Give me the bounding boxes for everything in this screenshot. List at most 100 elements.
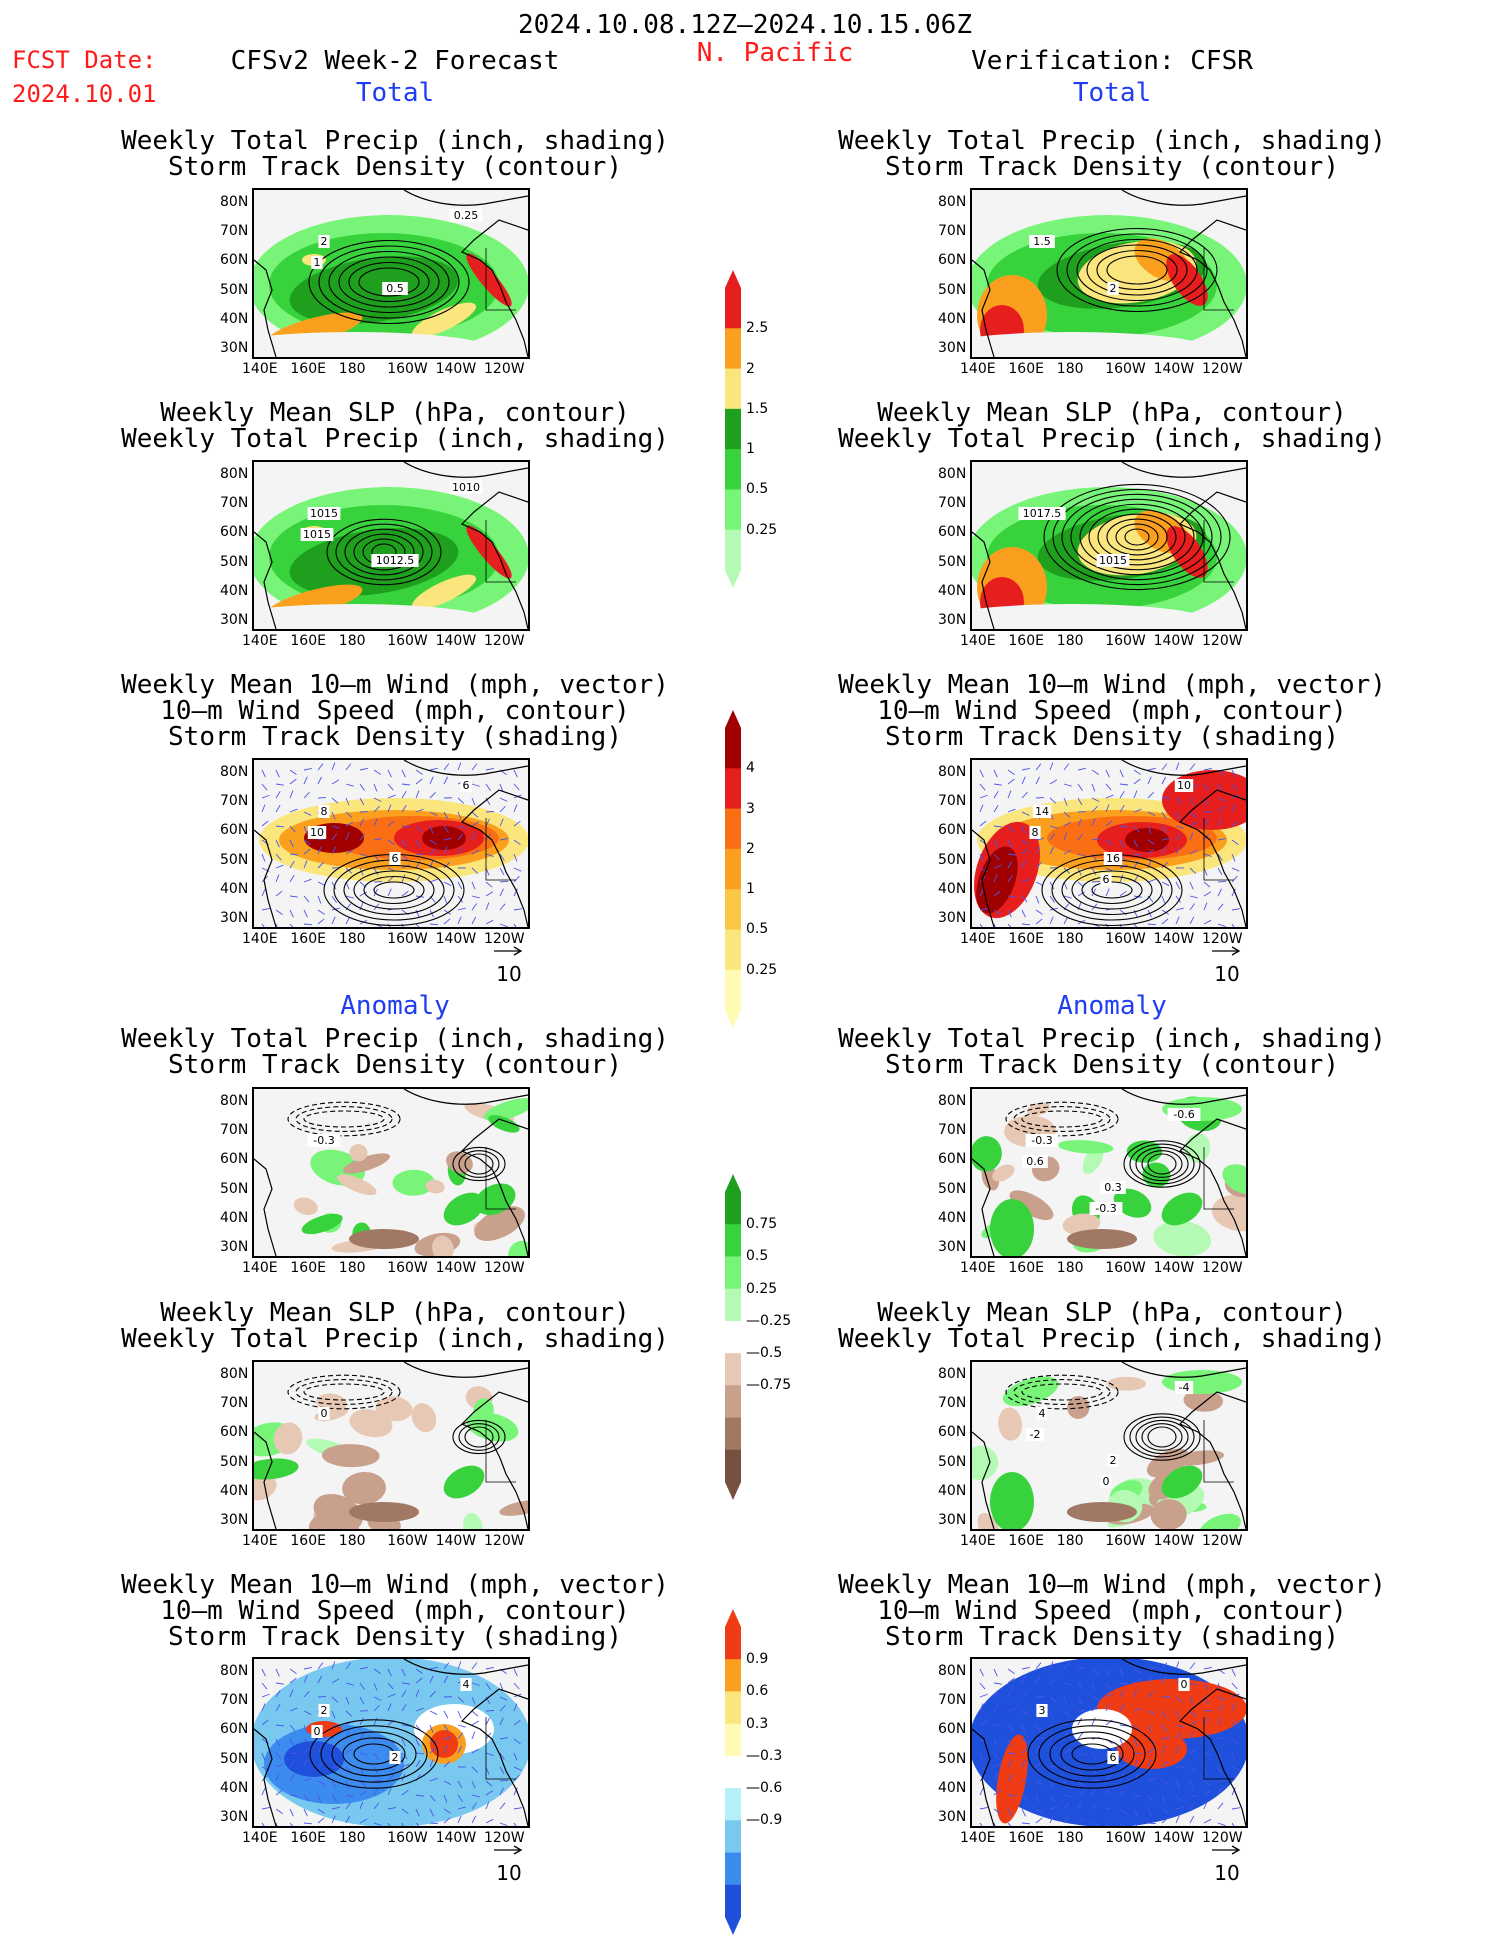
colorbar-tick-label: 0.25 — [746, 1281, 777, 1297]
colorbar-tick-label: 0.5 — [746, 1248, 768, 1264]
lon-tick-label: 180 — [339, 633, 366, 649]
vector-reference: 10 — [1210, 943, 1244, 979]
lat-tick-label: 80N — [938, 1663, 966, 1679]
lat-tick-label: 80N — [220, 1093, 248, 1109]
lat-tick-label: 80N — [220, 194, 248, 210]
lon-tick-label: 160W — [1105, 1260, 1146, 1276]
lon-tick-label: 160W — [387, 1533, 428, 1549]
map-panel: 0 — [252, 1360, 530, 1531]
lat-tick-label: 40N — [220, 881, 248, 897]
lon-tick-label: 140E — [242, 361, 278, 377]
svg-text:14: 14 — [1035, 805, 1049, 818]
map-panel: -0.3 — [252, 1087, 530, 1258]
svg-text:-4: -4 — [1179, 1381, 1190, 1394]
lon-tick-label: 160E — [1008, 931, 1044, 947]
lon-tick-label: 160W — [1105, 1533, 1146, 1549]
lon-tick-label: 160E — [290, 361, 326, 377]
svg-text:4: 4 — [463, 1678, 470, 1691]
lat-tick-label: 70N — [938, 1122, 966, 1138]
fcst-anomaly-label: Anomaly — [340, 993, 450, 1019]
svg-text:1015: 1015 — [1099, 554, 1127, 567]
lon-tick-label: 180 — [1057, 1260, 1084, 1276]
lat-tick-label: 30N — [938, 340, 966, 356]
svg-text:0: 0 — [321, 1407, 328, 1420]
vector-reference-label: 10 — [492, 1861, 526, 1885]
lon-tick-label: 140W — [1154, 1533, 1195, 1549]
lon-tick-label: 160E — [1008, 1260, 1044, 1276]
colorbar-tick-label: 3 — [746, 801, 755, 817]
lat-tick-label: 70N — [220, 1122, 248, 1138]
panel-title-line: Storm Track Density (shading) — [168, 724, 622, 750]
colorbar-tick-label: —0.6 — [746, 1780, 782, 1796]
svg-text:0.5: 0.5 — [386, 282, 404, 295]
panel-title-line: Weekly Mean 10—m Wind (mph, vector) — [838, 672, 1386, 698]
map-plot: -0.30.3-0.60.6-0.3 — [972, 1089, 1246, 1256]
lat-tick-label: 30N — [220, 1809, 248, 1825]
lon-tick-label: 180 — [1057, 1830, 1084, 1846]
lat-tick-label: 60N — [220, 1151, 248, 1167]
model-title: CFSv2 Week-2 Forecast — [231, 48, 560, 74]
colorbar-tick-label: 4 — [746, 760, 755, 776]
lat-tick-label: 30N — [220, 1239, 248, 1255]
lon-tick-label: 160E — [290, 931, 326, 947]
lat-tick-label: 60N — [938, 524, 966, 540]
lon-tick-label: 160E — [1008, 633, 1044, 649]
colorbar-tick-label: 0.25 — [746, 962, 777, 978]
svg-text:8: 8 — [1032, 826, 1039, 839]
lat-tick-label: 30N — [938, 1512, 966, 1528]
svg-text:0: 0 — [314, 1725, 321, 1738]
lat-tick-label: 50N — [220, 1751, 248, 1767]
lat-tick-label: 50N — [220, 282, 248, 298]
lat-tick-label: 60N — [220, 1721, 248, 1737]
lon-tick-label: 140E — [960, 1830, 996, 1846]
lat-tick-label: 50N — [938, 1751, 966, 1767]
colorbar-tick-label: 0.5 — [746, 481, 768, 497]
lat-tick-label: 70N — [220, 223, 248, 239]
panel-title-line: Storm Track Density (contour) — [885, 1052, 1339, 1078]
lat-tick-label: 70N — [938, 495, 966, 511]
lon-tick-label: 160E — [1008, 1830, 1044, 1846]
lon-tick-label: 180 — [1057, 1533, 1084, 1549]
fcst-total-label: Total — [356, 80, 434, 106]
lon-tick-label: 120W — [1202, 1533, 1243, 1549]
panel-title-line: 10—m Wind Speed (mph, contour) — [160, 1598, 630, 1624]
svg-text:0.3: 0.3 — [1104, 1181, 1122, 1194]
svg-text:3: 3 — [1039, 1704, 1046, 1717]
lat-tick-label: 50N — [220, 1454, 248, 1470]
colorbar-tick-label: —0.3 — [746, 1748, 782, 1764]
colorbar-tick-label: 1 — [746, 881, 755, 897]
verification-title: Verification: CFSR — [971, 48, 1253, 74]
lon-tick-label: 160E — [1008, 361, 1044, 377]
panel-title-line: Weekly Mean SLP (hPa, contour) — [877, 1300, 1347, 1326]
lon-tick-label: 180 — [1057, 361, 1084, 377]
lon-tick-label: 140W — [436, 633, 477, 649]
lat-tick-label: 80N — [938, 764, 966, 780]
lat-tick-label: 50N — [220, 1181, 248, 1197]
panel-title-line: Weekly Total Precip (inch, shading) — [838, 128, 1386, 154]
lon-tick-label: 140W — [436, 1533, 477, 1549]
lat-tick-label: 70N — [220, 495, 248, 511]
colorbar-tick-label: 1 — [746, 441, 755, 457]
svg-text:1015: 1015 — [310, 507, 338, 520]
lat-tick-label: 40N — [938, 1483, 966, 1499]
fcst-date-value: 2024.10.01 — [12, 82, 157, 106]
lon-tick-label: 160E — [290, 1260, 326, 1276]
lat-tick-label: 60N — [938, 1424, 966, 1440]
panel-title-line: Weekly Total Precip (inch, shading) — [121, 128, 669, 154]
lon-tick-label: 140W — [1154, 633, 1195, 649]
panel-title-line: Weekly Total Precip (inch, shading) — [121, 426, 669, 452]
lon-tick-label: 160W — [1105, 633, 1146, 649]
svg-text:6: 6 — [1110, 1751, 1117, 1764]
svg-text:-2: -2 — [1030, 1428, 1041, 1441]
svg-text:0: 0 — [1103, 1475, 1110, 1488]
lat-tick-label: 70N — [220, 1692, 248, 1708]
map-plot: 42-4-20 — [972, 1362, 1246, 1529]
svg-text:-0.6: -0.6 — [1173, 1108, 1194, 1121]
lon-tick-label: 140E — [242, 1830, 278, 1846]
lat-tick-label: 60N — [938, 1721, 966, 1737]
svg-text:-0.3: -0.3 — [1031, 1134, 1052, 1147]
